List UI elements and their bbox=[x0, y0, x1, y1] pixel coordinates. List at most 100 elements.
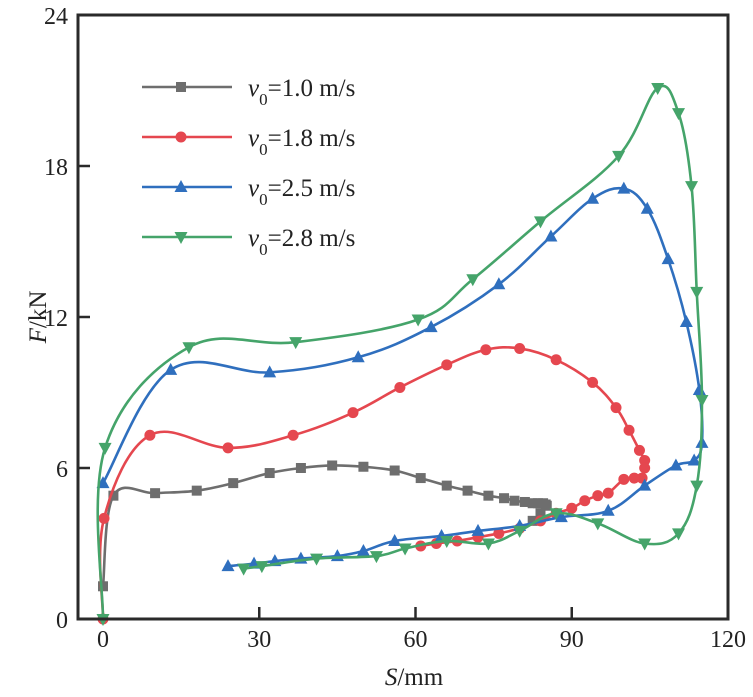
data-point bbox=[394, 381, 406, 393]
data-point bbox=[544, 229, 558, 242]
data-point bbox=[255, 561, 269, 574]
series-line bbox=[101, 186, 704, 568]
data-point bbox=[690, 286, 704, 299]
data-point bbox=[440, 535, 454, 548]
data-point bbox=[462, 485, 473, 496]
data-point bbox=[610, 402, 622, 414]
series-3 bbox=[96, 82, 709, 626]
data-point bbox=[549, 508, 563, 521]
legend-var: v bbox=[248, 125, 260, 152]
data-point bbox=[389, 465, 400, 476]
data-point bbox=[554, 510, 568, 523]
data-point bbox=[144, 429, 156, 441]
legend: v0=1.0 m/sv0=1.8 m/sv0=2.5 m/sv0=2.8 m/s bbox=[142, 75, 355, 259]
legend-label: v0=2.5 m/s bbox=[248, 175, 355, 209]
data-point bbox=[638, 478, 652, 491]
data-point bbox=[695, 395, 709, 408]
data-point bbox=[618, 473, 630, 485]
data-point bbox=[493, 527, 505, 539]
data-point bbox=[483, 490, 494, 501]
data-point bbox=[480, 344, 492, 356]
legend-rest: =1.8 m/s bbox=[268, 125, 356, 152]
data-point bbox=[640, 201, 654, 214]
x-tick-label: 0 bbox=[97, 627, 109, 653]
data-point bbox=[492, 277, 506, 290]
data-point bbox=[98, 581, 108, 592]
data-point bbox=[628, 472, 640, 484]
y-tick-label: 6 bbox=[56, 457, 68, 483]
data-point bbox=[466, 274, 480, 287]
data-point bbox=[287, 429, 299, 441]
legend-marker bbox=[175, 131, 187, 143]
data-point bbox=[221, 559, 235, 572]
legend-item: v0=2.5 m/s bbox=[142, 175, 355, 209]
legend-var: v bbox=[248, 225, 260, 252]
data-point bbox=[424, 320, 438, 333]
data-point bbox=[263, 365, 277, 378]
x-axis-unit: /mm bbox=[397, 664, 443, 691]
data-point bbox=[164, 362, 178, 375]
data-point bbox=[347, 407, 359, 419]
data-point bbox=[98, 512, 110, 524]
legend-sub: 0 bbox=[259, 190, 268, 209]
data-point bbox=[310, 553, 324, 566]
legend-label: v0=1.8 m/s bbox=[248, 125, 355, 159]
data-point bbox=[358, 461, 369, 472]
data-point bbox=[222, 442, 234, 454]
data-point bbox=[150, 488, 161, 499]
data-point bbox=[638, 538, 652, 551]
data-point bbox=[692, 382, 706, 395]
data-point bbox=[586, 191, 600, 204]
legend-sub: 0 bbox=[259, 90, 268, 109]
legend-label: v0=1.0 m/s bbox=[248, 75, 355, 109]
x-axis-var: S bbox=[385, 664, 398, 691]
ticks-layer: 0 30 60 90 120 0 6 12 18 24 bbox=[44, 4, 746, 653]
series-line bbox=[98, 345, 647, 620]
legend-sub: 0 bbox=[259, 240, 268, 259]
data-point bbox=[679, 315, 693, 328]
data-point bbox=[602, 487, 614, 499]
data-point bbox=[534, 216, 547, 229]
x-axis-title: S/mm bbox=[385, 664, 444, 691]
legend-item: v0=1.0 m/s bbox=[142, 75, 355, 109]
data-point bbox=[513, 525, 527, 538]
data-point bbox=[369, 551, 383, 564]
data-point bbox=[514, 342, 526, 354]
data-point bbox=[651, 82, 665, 95]
data-point bbox=[191, 485, 202, 496]
legend-rest: =1.0 m/s bbox=[268, 75, 356, 102]
data-point bbox=[685, 181, 699, 194]
data-point bbox=[639, 454, 651, 466]
data-point bbox=[411, 314, 425, 327]
data-point bbox=[264, 468, 275, 479]
data-point bbox=[690, 480, 704, 493]
data-point bbox=[601, 503, 615, 516]
legend-item: v0=1.8 m/s bbox=[142, 125, 355, 159]
data-point bbox=[441, 480, 452, 491]
series-layer bbox=[96, 82, 709, 626]
data-point bbox=[519, 496, 530, 507]
x-tick-label: 90 bbox=[560, 627, 584, 653]
series-2 bbox=[96, 181, 709, 572]
legend-rest: =2.8 m/s bbox=[268, 225, 356, 252]
data-point bbox=[617, 181, 631, 194]
legend-marker bbox=[176, 82, 186, 92]
data-point bbox=[98, 442, 112, 455]
x-tick-label: 30 bbox=[247, 627, 271, 653]
legend-var: v bbox=[248, 75, 260, 102]
series-0 bbox=[98, 460, 552, 592]
data-point bbox=[687, 453, 701, 466]
data-point bbox=[415, 473, 426, 484]
data-point bbox=[471, 523, 485, 536]
data-point bbox=[182, 342, 196, 355]
data-point bbox=[623, 424, 635, 436]
x-tick-label: 60 bbox=[404, 627, 428, 653]
data-point bbox=[672, 528, 686, 541]
data-point bbox=[535, 508, 546, 519]
data-point bbox=[527, 498, 538, 509]
data-point bbox=[295, 463, 306, 473]
y-axis-var: F bbox=[25, 327, 52, 344]
data-point bbox=[388, 533, 402, 546]
data-point bbox=[532, 498, 543, 509]
